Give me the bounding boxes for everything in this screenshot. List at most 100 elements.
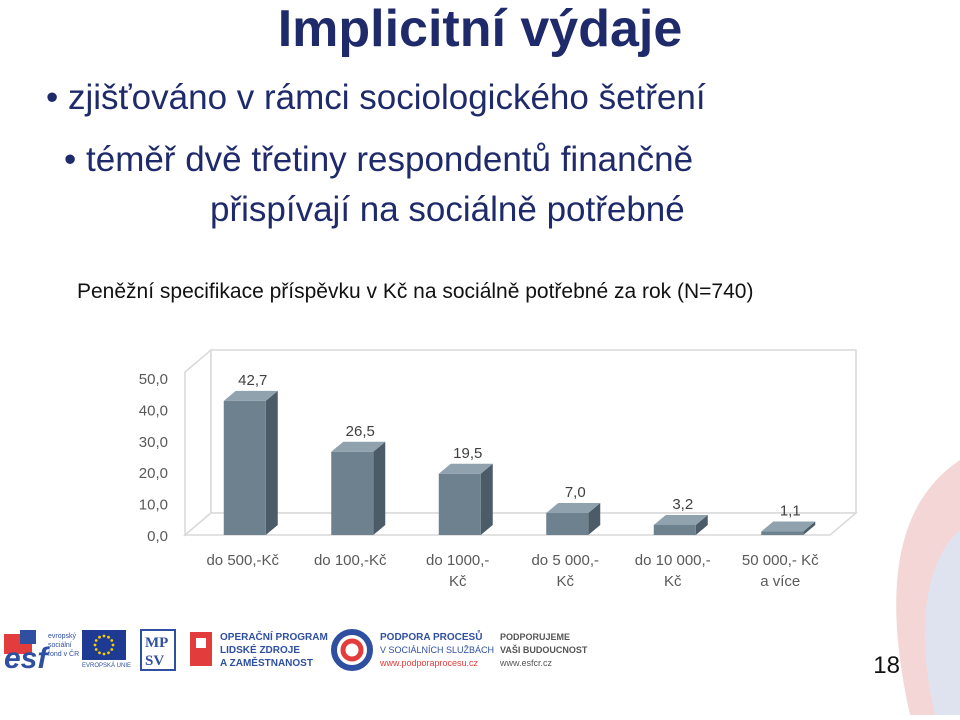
esf-caption-line: sociální [48, 642, 72, 649]
esf-caption-line: evropský [48, 633, 77, 640]
eu-star [94, 648, 98, 651]
op-lzz-logo: OPERAČNÍ PROGRAM LIDSKÉ ZDROJE A ZAMĚSTN… [190, 630, 328, 669]
y-tick-label: 50,0 [139, 371, 168, 388]
bar-value-label: 42,7 [238, 372, 267, 389]
eu-star [107, 635, 110, 639]
x-axis: do 500,-Kč do 100,-Kč do 1000,- Kč do 5 000,… [206, 552, 819, 590]
op-line: OPERAČNÍ PROGRAM [220, 630, 328, 643]
pf-line: www.esfcr.cz [499, 658, 553, 668]
bar-side [373, 441, 386, 535]
bar-side [480, 463, 493, 535]
chart-back-plane [210, 349, 857, 514]
esf-logo: esf evropský sociální fond v ČR [4, 630, 79, 675]
bar-side [588, 503, 601, 535]
x-tick-label: do 500,-Kč [206, 552, 279, 569]
bar-side [695, 514, 708, 535]
chart-title: Peněžní specifikace příspěvku v Kč na so… [77, 280, 754, 303]
eu-flag-logo: EVROPSKÁ UNIE [82, 630, 131, 669]
bar-value-label: 19,5 [453, 445, 482, 462]
eu-caption: EVROPSKÁ UNIE [82, 662, 131, 669]
x-tick-label: Kč [664, 573, 682, 590]
mpsv-text: SV [145, 653, 164, 669]
chart-side-wall [184, 348, 212, 537]
y-tick-label: 30,0 [139, 434, 168, 451]
x-tick-label: do 100,-Kč [314, 552, 387, 569]
slide-title: Implicitní výdaje [277, 0, 683, 58]
bar-value-label: 7,0 [565, 484, 586, 501]
bar-top [438, 463, 493, 474]
bar [653, 514, 708, 535]
bar-top [761, 521, 816, 532]
esf-caption-line: fond v ČR [48, 649, 79, 658]
esf-label: esf [4, 642, 50, 675]
bullet-dot: • [64, 140, 77, 179]
pf-line: PODPORUJEME [500, 632, 570, 642]
bar-front [761, 531, 804, 535]
decorative-swoosh [896, 460, 960, 715]
bullet-dot: • [46, 78, 59, 117]
eu-star [93, 643, 97, 647]
bar-front [653, 524, 696, 535]
op-line: LIDSKÉ ZDROJE [220, 643, 300, 656]
bar-side [803, 521, 816, 535]
bullet-1: • zjišťováno v rámci sociologického šetře… [46, 78, 706, 118]
bar-top [546, 503, 601, 514]
x-tick-label: 50 000,- Kč [742, 552, 819, 569]
y-tick-label: 0,0 [147, 528, 168, 545]
bar [223, 390, 278, 535]
y-tick-label: 20,0 [139, 465, 168, 482]
x-tick-label: Kč [449, 573, 467, 590]
eu-star [102, 652, 106, 656]
chart-bars: 42,7 26,5 19,5 7,0 3,2 1,1 [223, 372, 816, 535]
x-tick-label: do 1000,- [426, 552, 489, 569]
bar-top [223, 390, 278, 401]
pf-line: VAŠI BUDOUCNOST [500, 644, 588, 655]
bar-front [223, 400, 266, 535]
x-tick-label: do 5 000,- [531, 552, 599, 569]
y-tick-label: 10,0 [139, 497, 168, 514]
bar-front [331, 451, 374, 535]
y-axis: 0,0 10,0 20,0 30,0 40,0 50,0 [139, 371, 168, 545]
bar-top [331, 441, 386, 452]
op-line: A ZAMĚSTNANOST [220, 656, 313, 669]
chart-back-wall [182, 348, 859, 537]
bar-value-label: 1,1 [780, 503, 801, 520]
bar [761, 521, 816, 535]
bullet-2-line2: přispívají na sociálně potřebné [210, 190, 685, 229]
bar-top [653, 514, 708, 525]
page-number: 18 [873, 652, 900, 679]
bullet-1-text: zjišťováno v rámci sociologického šetřen… [68, 78, 706, 117]
x-tick-label: do 10 000,- [635, 552, 711, 569]
x-tick-label: a více [760, 573, 800, 590]
eu-star [110, 648, 114, 651]
pp-line: V SOCIÁLNÍCH SLUŽBÁCH [380, 645, 494, 655]
bullet-2-text-line1: téměř dvě třetiny respondentů finančně [86, 140, 694, 179]
bar-front [438, 473, 481, 535]
footer-logos: esf evropský sociální fond v ČR EVROPSKÁ… [0, 622, 960, 715]
x-tick-label: Kč [556, 573, 574, 590]
bar-chart: 0,0 10,0 20,0 30,0 40,0 50,0 42,7 26,5 19,5 7,0 3… [139, 348, 859, 590]
podpora-procesu-logo: PODPORA PROCESŮ V SOCIÁLNÍCH SLUŽBÁCH ww… [331, 629, 494, 671]
bar [331, 441, 386, 535]
bar-value-label: 3,2 [672, 496, 693, 513]
eu-star [98, 651, 101, 655]
bar [546, 503, 601, 535]
eu-stars-icon [93, 634, 115, 656]
bar-front [546, 513, 589, 535]
eu-star [98, 635, 101, 639]
bar-value-label: 26,5 [346, 423, 375, 440]
mpsv-text: MP [145, 635, 168, 651]
mpsv-logo: MP SV [140, 629, 176, 671]
pp-line: PODPORA PROCESŮ [380, 629, 482, 643]
eu-star [107, 651, 110, 655]
eu-star [94, 639, 98, 642]
pp-line: www.podporaprocesu.cz [379, 658, 479, 668]
bar [438, 463, 493, 535]
bar-side [265, 390, 278, 535]
eu-star [110, 639, 114, 642]
chart-floor [182, 512, 859, 536]
eu-star [111, 643, 115, 647]
footer-logo-strip: esf evropský sociální fond v ČR EVROPSKÁ… [4, 629, 588, 675]
bullet-2: • téměř dvě třetiny respondentů finančně [64, 140, 693, 180]
podporujeme-logo: PODPORUJEME VAŠI BUDOUCNOST www.esfcr.cz [499, 632, 588, 668]
